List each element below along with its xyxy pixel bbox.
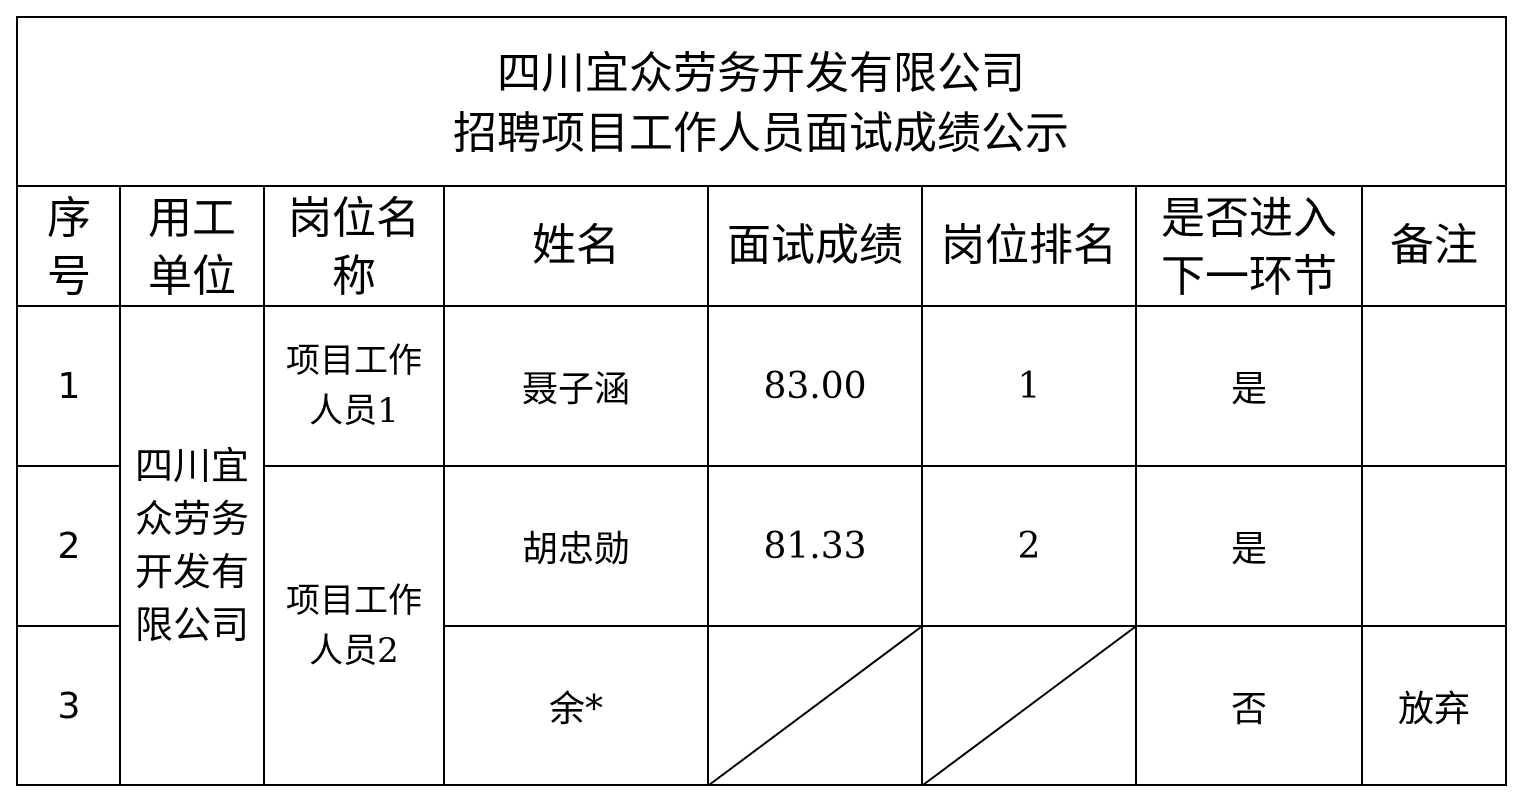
title-line-1: 四川宜众劳务开发有限公司	[497, 48, 1025, 99]
note-cell	[1362, 306, 1506, 466]
rank-empty-diagonal	[922, 626, 1136, 786]
table-title: 四川宜众劳务开发有限公司 招聘项目工作人员面试成绩公示	[16, 44, 1506, 164]
header-text: 单位	[148, 251, 236, 302]
header-text: 下一环节	[1161, 251, 1337, 302]
next-cell: 否	[1230, 689, 1267, 730]
header-text: 号	[47, 251, 91, 302]
header-text: 序	[47, 193, 91, 244]
name-cell: 聂子涵	[521, 369, 630, 410]
header-text: 岗位名	[288, 193, 420, 244]
title-line-2: 招聘项目工作人员面试成绩公示	[453, 108, 1069, 159]
rank-cell: 1	[1017, 365, 1041, 407]
header-text: 用工	[148, 193, 236, 244]
name-cell: 胡忠勋	[521, 529, 630, 570]
next-cell: 是	[1230, 529, 1267, 570]
score-empty-diagonal	[708, 626, 922, 786]
header-unit: 用工 单位	[120, 190, 264, 306]
post-line: 人员1	[309, 391, 399, 431]
header-next: 是否进入 下一环节	[1136, 190, 1362, 306]
employer-line: 四川宜	[134, 444, 249, 488]
employer-line: 众劳务	[134, 497, 249, 541]
post-line: 项目工作	[286, 341, 422, 381]
header-name: 姓名	[532, 220, 620, 271]
note-cell	[1362, 466, 1506, 626]
header-score: 面试成绩	[727, 220, 903, 271]
header-rank: 岗位排名	[941, 220, 1117, 271]
seq-cell: 3	[57, 685, 81, 727]
post-cell-1: 项目工作 人员1	[264, 306, 444, 466]
header-note: 备注	[1390, 220, 1478, 271]
post-line: 项目工作	[286, 581, 422, 621]
seq-cell: 2	[57, 525, 81, 567]
note-cell: 放弃	[1397, 689, 1470, 730]
rank-cell: 2	[1017, 525, 1041, 567]
next-cell: 是	[1230, 369, 1267, 410]
seq-cell: 1	[57, 365, 81, 407]
employer-cell: 四川宜 众劳务 开发有 限公司	[120, 306, 264, 786]
post-cell-2: 项目工作 人员2	[264, 466, 444, 786]
employer-line: 限公司	[134, 603, 249, 647]
header-seq: 序 号	[18, 190, 120, 306]
name-cell: 余*	[548, 689, 603, 730]
header-text: 是否进入	[1161, 193, 1337, 244]
score-cell: 81.33	[763, 525, 867, 567]
header-text: 称	[332, 251, 376, 302]
score-cell: 83.00	[763, 365, 867, 407]
header-post: 岗位名 称	[264, 190, 444, 306]
post-line: 人员2	[309, 631, 399, 671]
employer-line: 开发有	[134, 550, 249, 594]
